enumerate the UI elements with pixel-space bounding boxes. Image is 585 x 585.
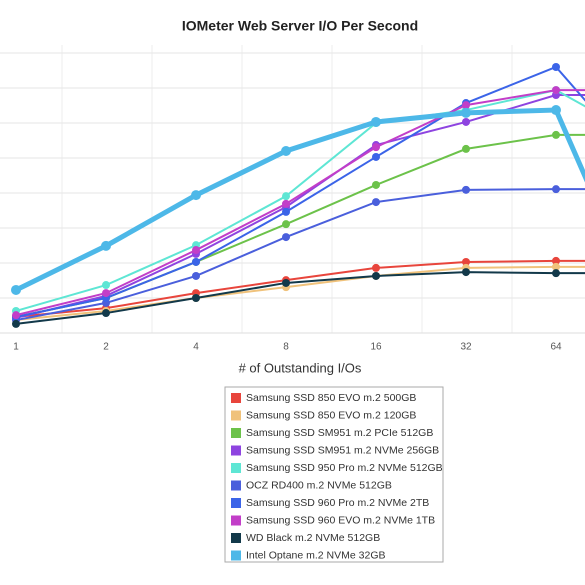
series-line bbox=[15, 271, 585, 325]
data-point bbox=[282, 199, 290, 208]
data-point bbox=[12, 311, 20, 320]
data-point bbox=[11, 284, 21, 295]
data-point bbox=[371, 116, 381, 127]
data-point bbox=[551, 105, 561, 116]
data-point bbox=[102, 289, 110, 298]
series-line bbox=[14, 107, 585, 293]
x-tick-label: 1 bbox=[13, 342, 19, 353]
data-point bbox=[282, 192, 290, 201]
x-tick-label: 8 bbox=[283, 342, 289, 353]
legend-label: Samsung SSD 960 EVO m.2 NVMe 1TB bbox=[246, 514, 435, 526]
legend-label: Samsung SSD SM951 m.2 NVMe 256GB bbox=[246, 444, 439, 456]
data-point bbox=[461, 107, 471, 118]
data-point bbox=[462, 257, 470, 266]
legend-swatch bbox=[231, 533, 241, 543]
data-point bbox=[552, 63, 560, 71]
chart-title: IOMeter Web Server I/O Per Second bbox=[182, 18, 418, 34]
legend-label: Samsung SSD 950 Pro m.2 NVMe 512GB bbox=[246, 462, 443, 474]
data-point bbox=[192, 257, 200, 266]
series-line bbox=[15, 133, 585, 318]
x-tick-label: 64 bbox=[550, 342, 562, 353]
data-point bbox=[372, 152, 380, 161]
data-point bbox=[102, 281, 110, 290]
legend-swatch bbox=[231, 550, 241, 561]
data-point bbox=[101, 240, 111, 251]
legend-swatch bbox=[231, 428, 241, 438]
legend-swatch bbox=[231, 498, 241, 508]
legend-swatch bbox=[231, 445, 241, 456]
legend-label: WD Black m.2 NVMe 512GB bbox=[246, 532, 380, 544]
data-point bbox=[282, 220, 290, 229]
legend-swatch bbox=[231, 463, 241, 473]
data-point bbox=[102, 309, 110, 318]
x-tick-label: 32 bbox=[460, 342, 472, 353]
x-axis-label: # of Outstanding I/Os bbox=[239, 360, 362, 375]
series-line bbox=[15, 188, 585, 322]
data-point bbox=[462, 117, 470, 126]
series-line bbox=[15, 65, 585, 318]
legend-label: OCZ RD400 m.2 NVMe 512GB bbox=[246, 479, 392, 491]
x-tick-label: 16 bbox=[370, 342, 382, 353]
legend-label: Samsung SSD 960 Pro m.2 NVMe 2TB bbox=[246, 497, 429, 509]
data-point bbox=[552, 86, 560, 95]
data-point bbox=[372, 198, 380, 207]
data-point bbox=[372, 143, 380, 152]
series-line bbox=[15, 89, 585, 317]
legend-label: Intel Optane m.2 NVMe 32GB bbox=[246, 549, 385, 561]
data-point bbox=[282, 207, 290, 216]
legend-label: Samsung SSD 850 EVO m.2 500GB bbox=[246, 392, 416, 404]
data-point bbox=[462, 144, 470, 153]
data-point bbox=[462, 101, 470, 110]
x-tick-label: 4 bbox=[193, 342, 199, 353]
data-point bbox=[552, 185, 560, 194]
data-point bbox=[372, 271, 380, 280]
legend-swatch bbox=[231, 480, 241, 491]
data-point bbox=[372, 180, 380, 189]
data-point bbox=[282, 278, 290, 287]
data-point bbox=[372, 263, 380, 272]
legend-swatch bbox=[231, 393, 241, 403]
legend-box bbox=[224, 386, 444, 563]
data-point bbox=[12, 319, 20, 328]
series-line bbox=[15, 265, 585, 322]
legend-swatch bbox=[231, 515, 241, 526]
x-tick-label: 2 bbox=[103, 342, 109, 353]
data-point bbox=[282, 233, 290, 242]
legend-label: Samsung SSD 850 EVO m.2 120GB bbox=[246, 409, 416, 421]
data-point bbox=[281, 146, 291, 156]
legend-label: Samsung SSD SM951 m.2 PCIe 512GB bbox=[246, 427, 433, 439]
series-line bbox=[15, 259, 585, 318]
plot bbox=[11, 63, 585, 328]
data-point bbox=[552, 256, 560, 265]
data-point bbox=[191, 190, 201, 201]
legend-swatch bbox=[231, 410, 241, 421]
data-point bbox=[552, 269, 560, 278]
data-point bbox=[192, 271, 200, 280]
data-point bbox=[192, 246, 200, 255]
data-point bbox=[462, 268, 470, 277]
data-point bbox=[552, 262, 560, 271]
data-point bbox=[462, 185, 470, 194]
data-point bbox=[192, 294, 200, 302]
data-point bbox=[552, 130, 560, 139]
